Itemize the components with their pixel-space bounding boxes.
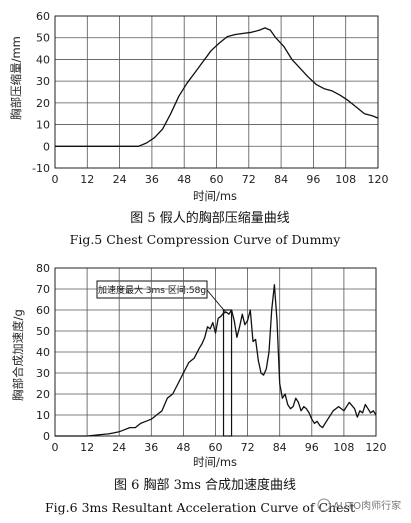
- chart2-xtick-label: 84: [273, 441, 287, 454]
- chart1-ytick-label: -10: [32, 162, 50, 175]
- chart1-xtick-label: 84: [274, 173, 288, 186]
- chart1-ytick-label: 20: [36, 97, 50, 110]
- chart2-ytick-label: 70: [36, 283, 50, 296]
- chart2-xtick-label: 0: [52, 441, 59, 454]
- chart1-ytick-label: 30: [36, 75, 50, 88]
- acceleration-chart: 胸部合成加速度/g 时间/ms 图 6 胸部 3ms 合成加速度曲线 Fig.6…: [11, 262, 387, 515]
- chart2-ytick-label: 30: [36, 367, 50, 380]
- chart2-annotation: 加速度最大 3ms 区间:58g: [98, 284, 206, 296]
- chest-compression-chart: 胸部压缩量/mm 时间/ms 图 5 假人的胸部压缩量曲线 Fig.5 Ches…: [9, 10, 389, 247]
- chart2-ytick-label: 60: [36, 304, 50, 317]
- chart1-xtick-label: 108: [335, 173, 356, 186]
- chart1-xtick-label: 36: [145, 173, 159, 186]
- watermark: AUTO肉师行家: [317, 498, 401, 512]
- chart2-series-line: [55, 284, 377, 437]
- chart1-xlabel: 时间/ms: [193, 189, 237, 203]
- chart1-xtick-label: 12: [80, 173, 94, 186]
- chart2-caption-cn: 图 6 胸部 3ms 合成加速度曲线: [114, 477, 296, 493]
- chart2-ytick-label: 0: [43, 430, 50, 443]
- chart1-ytick-label: 40: [36, 53, 50, 66]
- chart2-xtick-label: 96: [305, 441, 319, 454]
- chart2-xtick-label: 60: [209, 441, 223, 454]
- chart2-xtick-label: 72: [241, 441, 255, 454]
- chart1-series-line: [55, 27, 379, 147]
- chart2-ylabel: 胸部合成加速度/g: [11, 309, 25, 401]
- chart2-ytick-label: 50: [36, 325, 50, 338]
- chart1-ytick-label: 10: [36, 119, 50, 132]
- chart2-xtick-label: 48: [176, 441, 190, 454]
- chart1-xtick-label: 60: [210, 173, 224, 186]
- chart1-caption-en: Fig.5 Chest Compression Curve of Dummy: [70, 232, 342, 247]
- chart1-xtick-label: 96: [306, 173, 320, 186]
- chart2-ytick-label: 10: [36, 409, 50, 422]
- chart1-ytick-label: 0: [43, 140, 50, 153]
- chart2-xtick-label: 108: [333, 441, 354, 454]
- chart2-annotation-leader: [206, 289, 226, 313]
- chart2-caption-en: Fig.6 3ms Resultant Acceleration Curve o…: [45, 500, 355, 515]
- chart2-ytick-label: 40: [36, 346, 50, 359]
- chart1-xtick-label: 120: [368, 173, 389, 186]
- chart2-xtick-label: 12: [80, 441, 94, 454]
- chart1-ytick-label: 50: [36, 32, 50, 45]
- wechat-icon: [317, 498, 331, 512]
- chart2-xlabel: 时间/ms: [193, 455, 237, 469]
- chart2-annotation-box: [96, 280, 208, 299]
- watermark-text: AUTO肉师行家: [333, 499, 401, 512]
- chart1-xtick-label: 0: [52, 173, 59, 186]
- chart1-caption-cn: 图 5 假人的胸部压缩量曲线: [130, 210, 290, 226]
- chart2-plot-frame: [54, 267, 377, 437]
- chart1-xtick-label: 24: [113, 173, 127, 186]
- chart1-ylabel: 胸部压缩量/mm: [9, 36, 23, 120]
- chart2-ytick-label: 80: [36, 262, 50, 275]
- chart2-ytick-label: 20: [36, 388, 50, 401]
- chart2-window-box: [222, 309, 233, 437]
- chart2-xtick-label: 120: [366, 441, 387, 454]
- chart1-xtick-label: 72: [242, 173, 256, 186]
- chart2-xtick-label: 36: [144, 441, 158, 454]
- chart1-xtick-label: 48: [177, 173, 191, 186]
- chart2-xtick-label: 24: [112, 441, 126, 454]
- chart1-ytick-label: 60: [36, 10, 50, 23]
- chart1-plot-frame: [54, 15, 379, 169]
